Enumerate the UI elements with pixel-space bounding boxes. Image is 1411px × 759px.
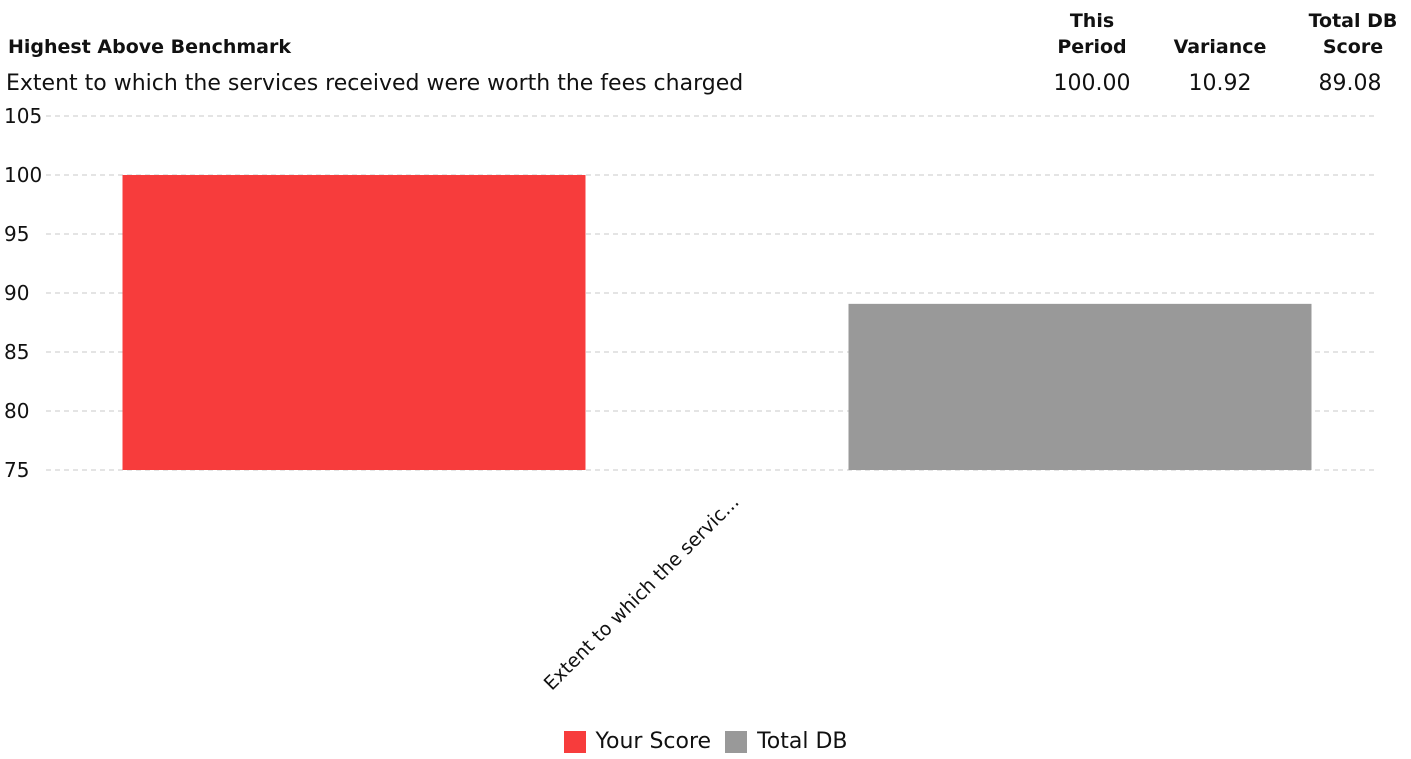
legend-item-your-score: Your Score [563,729,712,754]
legend-label-total-db: Total DB [757,729,848,754]
y-tick-label: 95 [4,222,29,246]
bar-your-score [122,175,586,470]
this-period-value: 100.00 [1053,71,1131,96]
legend-label-your-score: Your Score [595,729,712,754]
legend-item-total-db: Total DB [725,729,847,754]
total-db-score-header-line1: Total DB [1308,10,1398,32]
legend-swatch-total-db [725,730,748,753]
this-period-header: This Period [1052,8,1132,60]
this-period-header-line1: This [1069,10,1115,32]
variance-header: Variance [1160,8,1280,60]
total-db-score-value: 89.08 [1318,71,1382,96]
y-tick-label: 80 [4,399,29,423]
this-period-header-line2: Period [1057,36,1127,58]
chart-legend: Your Score Total DB [0,729,1411,754]
legend-swatch-your-score [563,730,586,753]
variance-header-line2: Variance [1173,36,1267,58]
y-tick-label: 100 [4,163,42,187]
section-title: Highest Above Benchmark [8,36,291,58]
y-tick-label: 90 [4,281,29,305]
variance-value: 10.92 [1188,71,1252,96]
bar-total-db [848,303,1312,470]
total-db-score-header-line2: Score [1322,36,1384,58]
total-db-score-header: Total DB Score [1298,8,1408,60]
y-tick-label: 105 [4,104,42,128]
bar-chart: 75 80 85 90 95 100 105 Extent to which the serv… [4,104,1378,695]
x-category-label: Extent to which the servic... [540,491,744,695]
question-text: Extent to which the services received we… [6,71,744,96]
y-tick-label: 75 [4,458,29,482]
y-tick-label: 85 [4,340,29,364]
